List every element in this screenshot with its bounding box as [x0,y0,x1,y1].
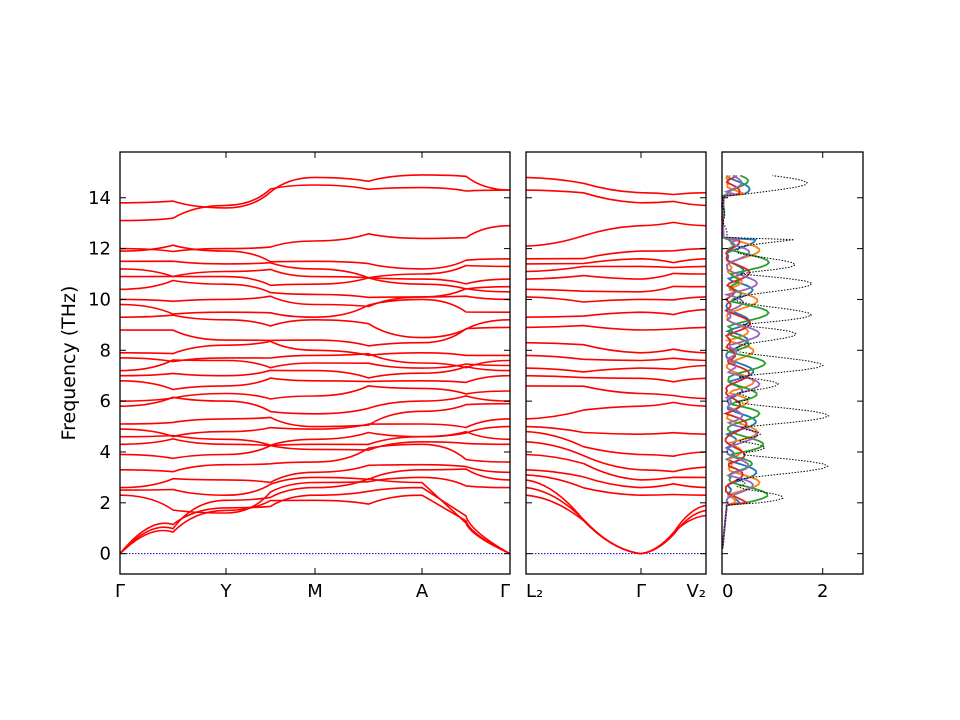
x-tick-label: V₂ [686,581,706,602]
dos-plot [721,174,830,549]
band-line [525,341,707,354]
x-tick-label: Y [220,581,233,602]
band-line [119,402,511,428]
band-line [525,430,707,458]
x-tick-label: Γ [115,581,125,602]
band-line [525,324,707,331]
band-line [525,221,707,247]
band-line [119,463,511,489]
y-tick-label: 12 [88,239,111,260]
band-line [525,425,707,436]
band-line [525,257,707,265]
band-line [525,272,707,280]
tick-labels: 0 2 4 6 8 10 12 14 Γ Y M A Γ L₂ Γ V₂ 0 2 [88,188,828,602]
dos-frame [721,151,864,575]
band-line [119,275,511,290]
band-line [119,295,511,308]
band-line [119,477,511,555]
band-line [119,365,511,379]
band-line [119,418,511,438]
band-line [525,308,707,318]
band-line [119,443,511,473]
band-line [525,479,707,555]
axis-ticks [119,152,863,574]
band-line [119,425,511,447]
band-line [119,279,511,299]
band-line [525,176,707,196]
band-line [119,184,511,222]
x-tick-label: A [416,581,429,602]
band-line [119,486,511,555]
band-line [525,296,707,303]
x-tick-label: M [307,581,323,602]
x-tick-label: Γ [500,581,510,602]
y-tick-label: 6 [100,391,111,412]
band-line [119,352,511,369]
band-structure-2-frame [525,151,707,575]
band-line [119,244,511,270]
x-tick-label: 0 [722,581,733,602]
band-line [119,395,511,415]
band-line [119,374,511,391]
band-line [119,268,511,285]
band-line [525,453,707,481]
x-tick-label: L₂ [526,581,543,602]
band-line [119,440,511,460]
band-line [525,265,707,273]
band-line [525,364,707,373]
band-line [525,401,707,420]
band-line [525,469,707,489]
band-line [525,247,707,260]
band-line [119,385,511,402]
band-line [525,486,707,555]
band-line [119,494,511,555]
band-line [525,474,707,497]
band-line [525,285,707,293]
y-tick-label: 14 [88,188,111,209]
y-tick-label: 8 [100,340,111,361]
band-line [119,298,511,319]
band-structure-1-plot [119,174,511,555]
band-line [119,314,511,339]
band-line [119,326,511,347]
band-line [119,260,511,279]
y-tick-label: 0 [100,544,111,565]
band-line [119,468,511,497]
band-line [525,385,707,400]
band-line [525,374,707,383]
band-structure-2-plot [525,176,707,555]
x-tick-label: Γ [636,581,646,602]
band-line [119,476,511,514]
band-line [525,189,707,207]
y-tick-label: 10 [88,289,111,310]
y-tick-label: 2 [100,493,111,514]
y-axis-label: Frequency (THz) [58,286,80,441]
band-line [119,224,511,253]
band-line [525,441,707,473]
y-tick-label: 4 [100,442,111,463]
band-line [119,340,510,357]
x-tick-label: 2 [817,581,828,602]
band-line [119,174,511,209]
band-line [525,354,707,362]
